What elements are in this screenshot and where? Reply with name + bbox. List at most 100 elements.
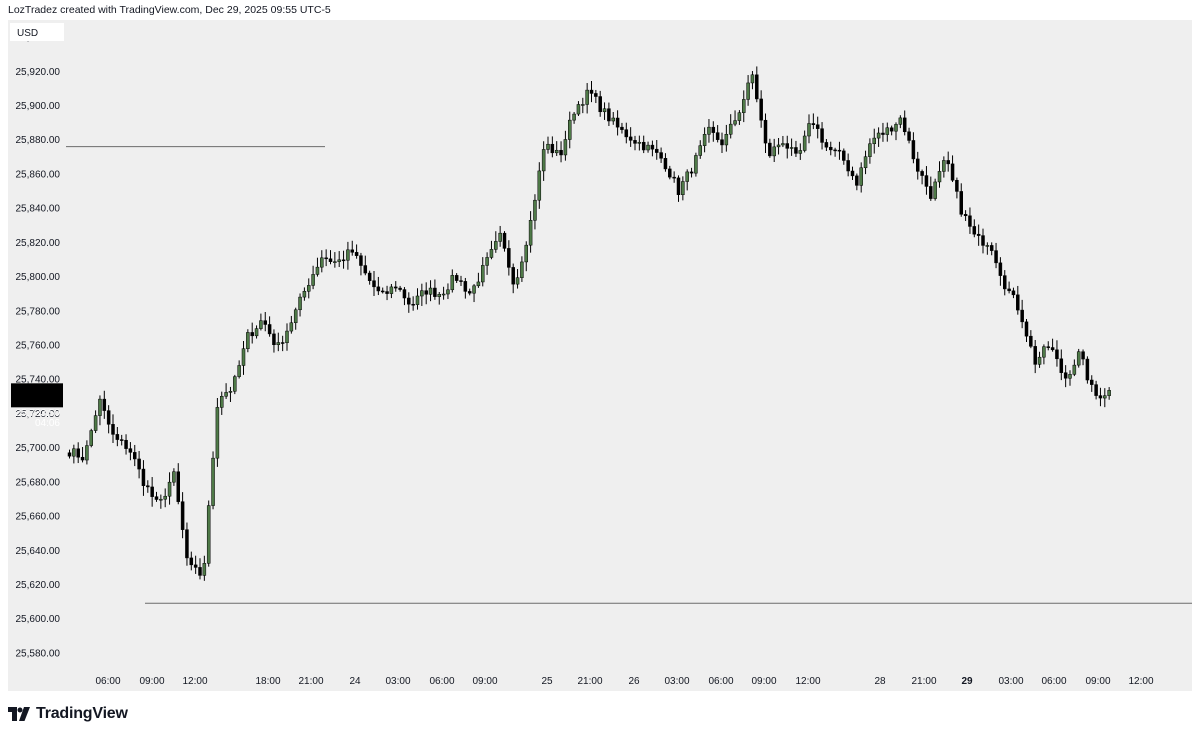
candle-body[interactable] [289, 322, 294, 332]
candle-body[interactable] [724, 134, 729, 146]
candle-body[interactable] [167, 481, 172, 497]
candle-body[interactable] [354, 252, 359, 256]
candle-body[interactable] [246, 332, 250, 349]
candle-body[interactable] [950, 163, 955, 181]
candle-body[interactable] [163, 495, 167, 500]
candle-body[interactable] [881, 132, 885, 135]
candle-body[interactable] [829, 146, 833, 151]
candle-body[interactable] [1033, 346, 1037, 365]
candle-body[interactable] [128, 448, 133, 453]
candle-body[interactable] [781, 143, 785, 146]
candle-body[interactable] [663, 158, 668, 170]
candle-body[interactable] [224, 392, 228, 397]
candle-body[interactable] [154, 496, 159, 500]
candle-body[interactable] [433, 287, 437, 297]
candle-body[interactable] [707, 126, 711, 135]
candle-body[interactable] [67, 452, 72, 457]
candle-body[interactable] [1042, 346, 1046, 358]
candle-body[interactable] [520, 261, 524, 278]
candle-body[interactable] [681, 181, 685, 195]
candle-body[interactable] [820, 128, 824, 143]
candle-body[interactable] [911, 140, 916, 160]
candle-body[interactable] [489, 249, 494, 258]
candle-body[interactable] [924, 175, 929, 187]
candle-body[interactable] [985, 245, 990, 247]
candle-body[interactable] [624, 129, 629, 138]
candle-body[interactable] [824, 142, 829, 148]
candle-body[interactable] [807, 123, 811, 137]
candle-body[interactable] [280, 342, 285, 344]
candle-body[interactable] [815, 124, 820, 129]
candle-body[interactable] [424, 290, 428, 295]
candle-body[interactable] [446, 289, 450, 295]
candle-body[interactable] [929, 186, 933, 199]
candle-body[interactable] [855, 175, 859, 186]
candle-body[interactable] [467, 291, 472, 294]
candle-body[interactable] [198, 567, 202, 576]
candle-body[interactable] [454, 275, 459, 281]
candle-body[interactable] [1076, 351, 1081, 366]
candle-body[interactable] [537, 170, 542, 201]
candle-body[interactable] [772, 146, 776, 157]
candle-body[interactable] [728, 123, 733, 135]
candle-body[interactable] [916, 158, 920, 172]
candle-body[interactable] [968, 215, 972, 227]
candle-body[interactable] [572, 113, 576, 121]
candle-body[interactable] [554, 149, 559, 154]
candle-body[interactable] [563, 139, 568, 156]
candle-body[interactable] [324, 257, 328, 260]
candle-body[interactable] [842, 150, 846, 161]
candle-body[interactable] [763, 119, 768, 144]
candle-body[interactable] [602, 108, 607, 113]
tradingview-logo[interactable]: TradingView [8, 703, 128, 725]
candle-body[interactable] [633, 140, 637, 144]
candle-body[interactable] [137, 458, 141, 470]
candle-body[interactable] [215, 407, 220, 459]
candle-body[interactable] [789, 147, 794, 149]
candle-body[interactable] [837, 149, 842, 152]
candle-body[interactable] [76, 448, 80, 458]
candle-body[interactable] [172, 471, 176, 483]
candle-body[interactable] [1103, 395, 1107, 399]
candle-body[interactable] [376, 286, 381, 292]
candle-body[interactable] [676, 177, 681, 195]
candle-body[interactable] [546, 143, 550, 150]
candle-body[interactable] [1098, 395, 1103, 399]
candle-body[interactable] [298, 296, 302, 311]
candle-body[interactable] [398, 287, 402, 290]
candle-body[interactable] [380, 290, 385, 293]
candle-body[interactable] [176, 471, 180, 502]
candle-body[interactable] [441, 293, 446, 296]
candle-body[interactable] [550, 143, 555, 154]
candle-body[interactable] [955, 179, 959, 192]
candle-body[interactable] [337, 259, 341, 262]
candle-body[interactable] [472, 285, 476, 294]
candle-body[interactable] [115, 434, 120, 440]
candle-body[interactable] [863, 156, 868, 169]
candle-body[interactable] [976, 233, 981, 236]
candle-body[interactable] [720, 139, 724, 146]
candle-body[interactable] [141, 468, 146, 486]
candle-body[interactable] [402, 289, 407, 299]
candle-body[interactable] [581, 104, 585, 106]
candle-body[interactable] [159, 498, 163, 501]
candle-body[interactable] [1055, 349, 1059, 360]
candle-body[interactable] [315, 266, 320, 275]
candle-body[interactable] [420, 290, 424, 297]
candle-body[interactable] [902, 117, 907, 133]
candle-body[interactable] [898, 117, 903, 125]
candle-body[interactable] [293, 309, 298, 324]
candle-body[interactable] [233, 376, 237, 392]
candle-body[interactable] [341, 259, 346, 262]
candle-body[interactable] [568, 119, 572, 140]
candle-body[interactable] [267, 324, 272, 335]
plot-area[interactable] [66, 20, 1192, 670]
candle-body[interactable] [533, 199, 537, 221]
candle-body[interactable] [106, 410, 111, 425]
candle-body[interactable] [237, 365, 241, 377]
candle-body[interactable] [254, 328, 259, 337]
candle-body[interactable] [346, 249, 350, 261]
candle-body[interactable] [502, 232, 507, 249]
candle-body[interactable] [611, 117, 615, 122]
